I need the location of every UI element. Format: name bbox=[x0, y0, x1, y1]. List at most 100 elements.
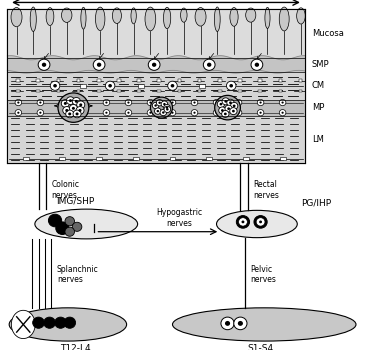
Ellipse shape bbox=[214, 7, 220, 31]
Circle shape bbox=[164, 106, 171, 113]
Circle shape bbox=[147, 110, 154, 116]
Ellipse shape bbox=[62, 8, 72, 22]
Ellipse shape bbox=[145, 7, 156, 31]
Text: T12-L4: T12-L4 bbox=[60, 344, 91, 350]
Bar bbox=[16, 90, 20, 92]
Bar bbox=[199, 84, 205, 88]
Circle shape bbox=[168, 81, 177, 90]
Ellipse shape bbox=[95, 7, 105, 30]
Text: Anal: Anal bbox=[282, 0, 302, 2]
Circle shape bbox=[238, 321, 243, 326]
Circle shape bbox=[105, 81, 115, 90]
Circle shape bbox=[42, 63, 46, 67]
Ellipse shape bbox=[279, 7, 289, 31]
Circle shape bbox=[239, 218, 247, 226]
Circle shape bbox=[105, 102, 108, 104]
Circle shape bbox=[233, 105, 236, 107]
Circle shape bbox=[222, 98, 229, 105]
Ellipse shape bbox=[131, 8, 136, 24]
Circle shape bbox=[224, 113, 227, 115]
Bar bbox=[157, 79, 161, 82]
Bar bbox=[80, 84, 86, 88]
Bar bbox=[96, 157, 102, 160]
Circle shape bbox=[219, 103, 222, 105]
Circle shape bbox=[171, 102, 174, 104]
Ellipse shape bbox=[112, 8, 121, 23]
Circle shape bbox=[219, 107, 226, 114]
Circle shape bbox=[150, 97, 172, 118]
Circle shape bbox=[257, 110, 264, 116]
Circle shape bbox=[160, 109, 167, 116]
Text: Splanchnic
nerves: Splanchnic nerves bbox=[57, 265, 99, 284]
Circle shape bbox=[215, 95, 240, 120]
Circle shape bbox=[59, 110, 66, 116]
Bar bbox=[7, 9, 305, 58]
Circle shape bbox=[251, 59, 263, 70]
Circle shape bbox=[37, 110, 44, 116]
Circle shape bbox=[72, 107, 75, 110]
Circle shape bbox=[259, 102, 262, 104]
Circle shape bbox=[127, 112, 130, 114]
Circle shape bbox=[235, 110, 242, 116]
Circle shape bbox=[68, 112, 71, 116]
Circle shape bbox=[155, 108, 161, 114]
Bar bbox=[218, 90, 222, 92]
Bar bbox=[243, 157, 249, 160]
Ellipse shape bbox=[246, 8, 256, 22]
Circle shape bbox=[225, 105, 232, 112]
Circle shape bbox=[103, 99, 110, 106]
Circle shape bbox=[79, 109, 81, 112]
Circle shape bbox=[76, 107, 84, 114]
Circle shape bbox=[148, 59, 160, 70]
Circle shape bbox=[213, 110, 220, 116]
Circle shape bbox=[169, 99, 176, 106]
Ellipse shape bbox=[35, 209, 138, 239]
Circle shape bbox=[149, 102, 152, 104]
Circle shape bbox=[61, 102, 63, 104]
Circle shape bbox=[163, 103, 166, 105]
Circle shape bbox=[48, 214, 62, 227]
Text: PG/IHP: PG/IHP bbox=[301, 198, 331, 207]
Text: Hypogastric
nerves: Hypogastric nerves bbox=[156, 208, 202, 228]
Bar bbox=[178, 90, 181, 92]
Circle shape bbox=[166, 108, 168, 111]
Circle shape bbox=[259, 112, 262, 114]
Circle shape bbox=[61, 99, 69, 107]
Circle shape bbox=[227, 99, 234, 106]
Bar bbox=[117, 90, 121, 92]
Circle shape bbox=[171, 84, 174, 88]
Circle shape bbox=[39, 102, 41, 104]
Ellipse shape bbox=[265, 7, 270, 28]
Bar bbox=[170, 157, 175, 160]
Circle shape bbox=[227, 107, 230, 110]
Bar bbox=[77, 90, 80, 92]
Circle shape bbox=[221, 109, 224, 112]
Bar bbox=[133, 157, 139, 160]
Circle shape bbox=[171, 112, 174, 114]
Bar bbox=[57, 90, 60, 92]
Circle shape bbox=[149, 112, 152, 114]
Circle shape bbox=[65, 217, 75, 226]
Circle shape bbox=[53, 84, 57, 88]
Text: Colonic
nerves: Colonic nerves bbox=[51, 180, 79, 199]
Circle shape bbox=[64, 317, 76, 328]
Circle shape bbox=[83, 112, 86, 114]
Ellipse shape bbox=[172, 308, 356, 341]
Circle shape bbox=[155, 104, 157, 107]
Circle shape bbox=[63, 107, 71, 114]
Bar bbox=[57, 79, 60, 82]
Circle shape bbox=[215, 102, 218, 104]
Circle shape bbox=[65, 227, 75, 236]
Circle shape bbox=[241, 220, 244, 223]
Bar bbox=[97, 90, 101, 92]
Bar bbox=[137, 90, 141, 92]
Text: Oral: Oral bbox=[10, 0, 29, 2]
Ellipse shape bbox=[46, 8, 54, 26]
Bar bbox=[279, 90, 282, 92]
Text: Pelvic
nerves: Pelvic nerves bbox=[251, 265, 277, 284]
Circle shape bbox=[105, 112, 108, 114]
Text: IMG/SHP: IMG/SHP bbox=[56, 196, 94, 205]
Circle shape bbox=[232, 110, 235, 112]
Text: Rectal
nerves: Rectal nerves bbox=[253, 180, 279, 199]
Ellipse shape bbox=[195, 8, 206, 26]
